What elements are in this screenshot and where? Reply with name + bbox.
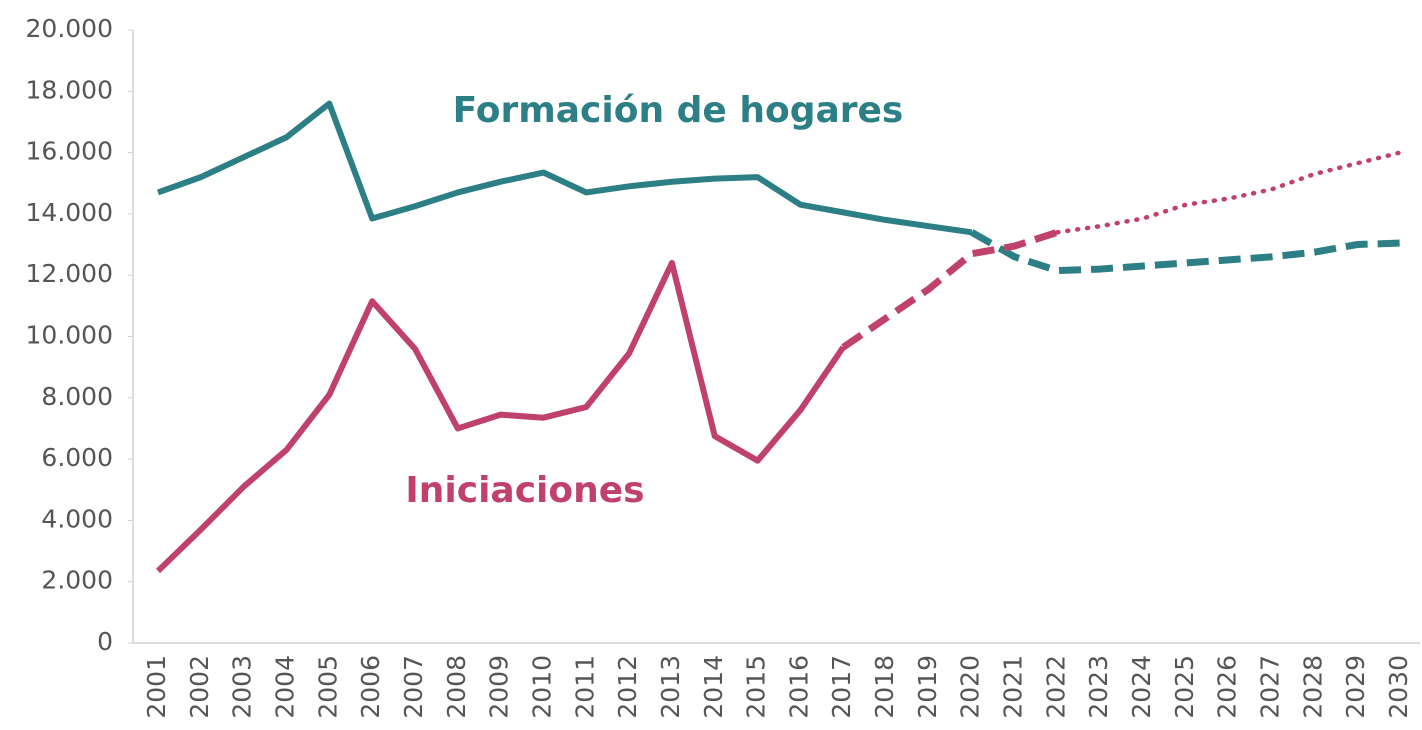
- x-tick-label: 2017: [827, 655, 856, 719]
- y-tick-label: 12.000: [26, 259, 113, 288]
- x-tick-label: 2022: [1041, 655, 1070, 719]
- series-label: Formación de hogares: [453, 90, 904, 131]
- x-tick-label: 2015: [742, 655, 771, 719]
- series-line: [1055, 150, 1403, 235]
- y-tick-label: 20.000: [26, 14, 113, 43]
- x-tick-label: 2016: [784, 655, 813, 719]
- series-label: Iniciaciones: [405, 470, 644, 511]
- x-tick-label: 2020: [956, 655, 985, 719]
- x-tick-label: 2005: [313, 655, 342, 719]
- y-tick-label: 0: [97, 627, 113, 656]
- x-tick-label: 2011: [570, 655, 599, 719]
- x-tick-label: 2025: [1170, 655, 1199, 719]
- x-tick-label: 2004: [270, 655, 299, 719]
- x-tick-label: 2003: [228, 655, 257, 719]
- x-tick-label: 2018: [870, 655, 899, 719]
- x-tick-label: 2001: [142, 655, 171, 719]
- x-tick-label: 2024: [1127, 655, 1156, 719]
- x-tick-label: 2008: [442, 655, 471, 719]
- y-tick-label: 10.000: [26, 321, 113, 350]
- x-tick-label: 2023: [1084, 655, 1113, 719]
- x-tick-label: 2021: [999, 655, 1028, 719]
- x-tick-label: 2019: [913, 655, 942, 719]
- x-tick-label: 2006: [356, 655, 385, 719]
- x-tick-label: 2027: [1256, 655, 1285, 719]
- series-line: [155, 259, 846, 574]
- x-tick-label: 2007: [399, 655, 428, 719]
- y-tick-label: 6.000: [41, 443, 113, 472]
- x-tick-label: 2009: [485, 655, 514, 719]
- x-tick-label: 2002: [185, 655, 214, 719]
- x-tick-label: 2014: [699, 655, 728, 719]
- x-tick-label: 2013: [656, 655, 685, 719]
- y-tick-label: 14.000: [26, 198, 113, 227]
- y-tick-label: 16.000: [26, 137, 113, 166]
- series-line: [156, 100, 973, 236]
- series-line: [969, 229, 1401, 275]
- x-tick-label: 2028: [1298, 655, 1327, 719]
- x-tick-label: 2012: [613, 655, 642, 719]
- x-tick-label: 2026: [1213, 655, 1242, 719]
- x-tick-label: 2030: [1384, 655, 1413, 719]
- y-tick-label: 18.000: [26, 75, 113, 104]
- series-line: [841, 228, 1059, 351]
- y-tick-label: 8.000: [41, 382, 113, 411]
- x-tick-label: 2029: [1341, 655, 1370, 719]
- y-tick-label: 2.000: [41, 566, 113, 595]
- x-tick-label: 2010: [527, 655, 556, 719]
- y-tick-label: 4.000: [41, 504, 113, 533]
